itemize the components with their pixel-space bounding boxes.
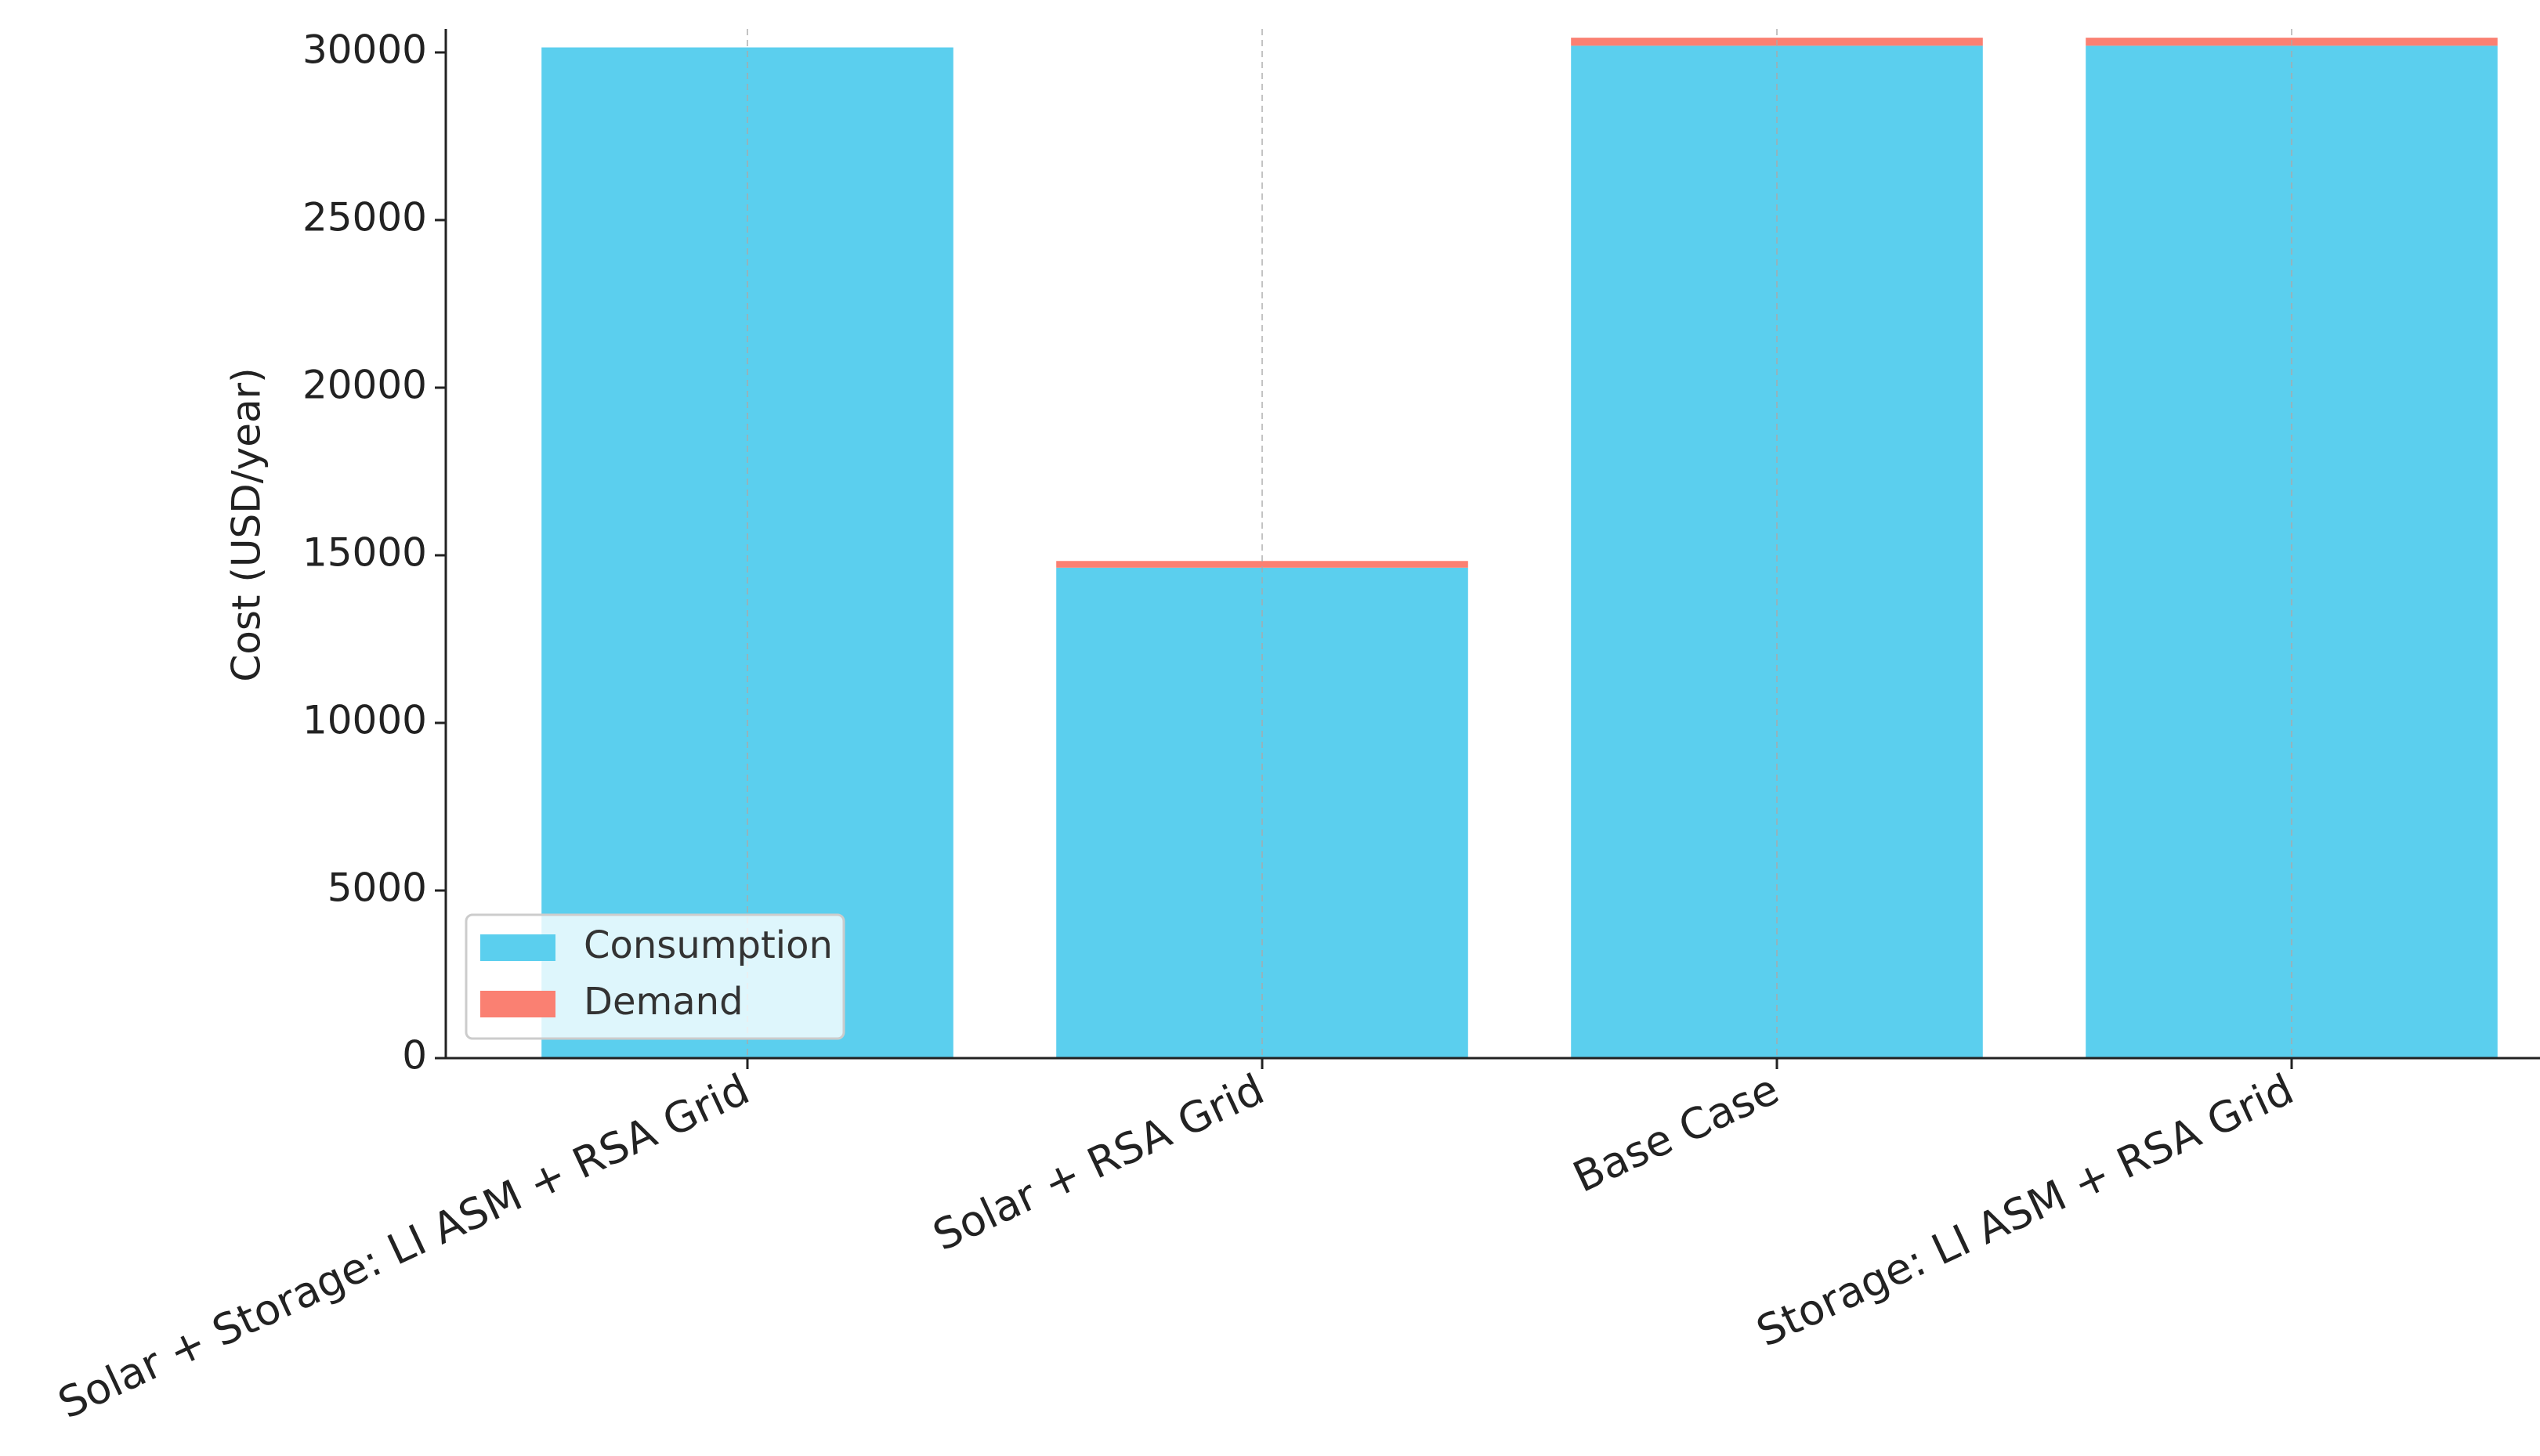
x-tick-label: Base Case (1566, 1064, 1786, 1202)
y-tick-label: 5000 (327, 865, 427, 910)
y-tick-label: 25000 (302, 194, 427, 240)
legend-label: Consumption (584, 923, 833, 967)
legend-box (465, 913, 845, 1040)
y-tick-label: 15000 (302, 529, 427, 575)
y-tick-label: 20000 (302, 362, 427, 407)
legend-label: Demand (584, 980, 744, 1024)
bar-segment (1056, 561, 1468, 568)
x-tick-label: Solar + RSA Grid (925, 1064, 1271, 1260)
y-tick-label: 0 (402, 1033, 427, 1078)
legend: Consumption Demand (465, 913, 845, 1040)
x-tick-label: Solar + Storage: LI ASM + RSA Grid (51, 1064, 757, 1429)
y-axis-label: Cost (USD/year) (224, 367, 270, 681)
x-tick-label: Storage: LI ASM + RSA Grid (1749, 1064, 2301, 1357)
y-tick-label: 10000 (302, 697, 427, 742)
legend-swatch (480, 991, 555, 1017)
legend-swatch (480, 934, 555, 961)
y-tick-label: 30000 (302, 27, 427, 72)
